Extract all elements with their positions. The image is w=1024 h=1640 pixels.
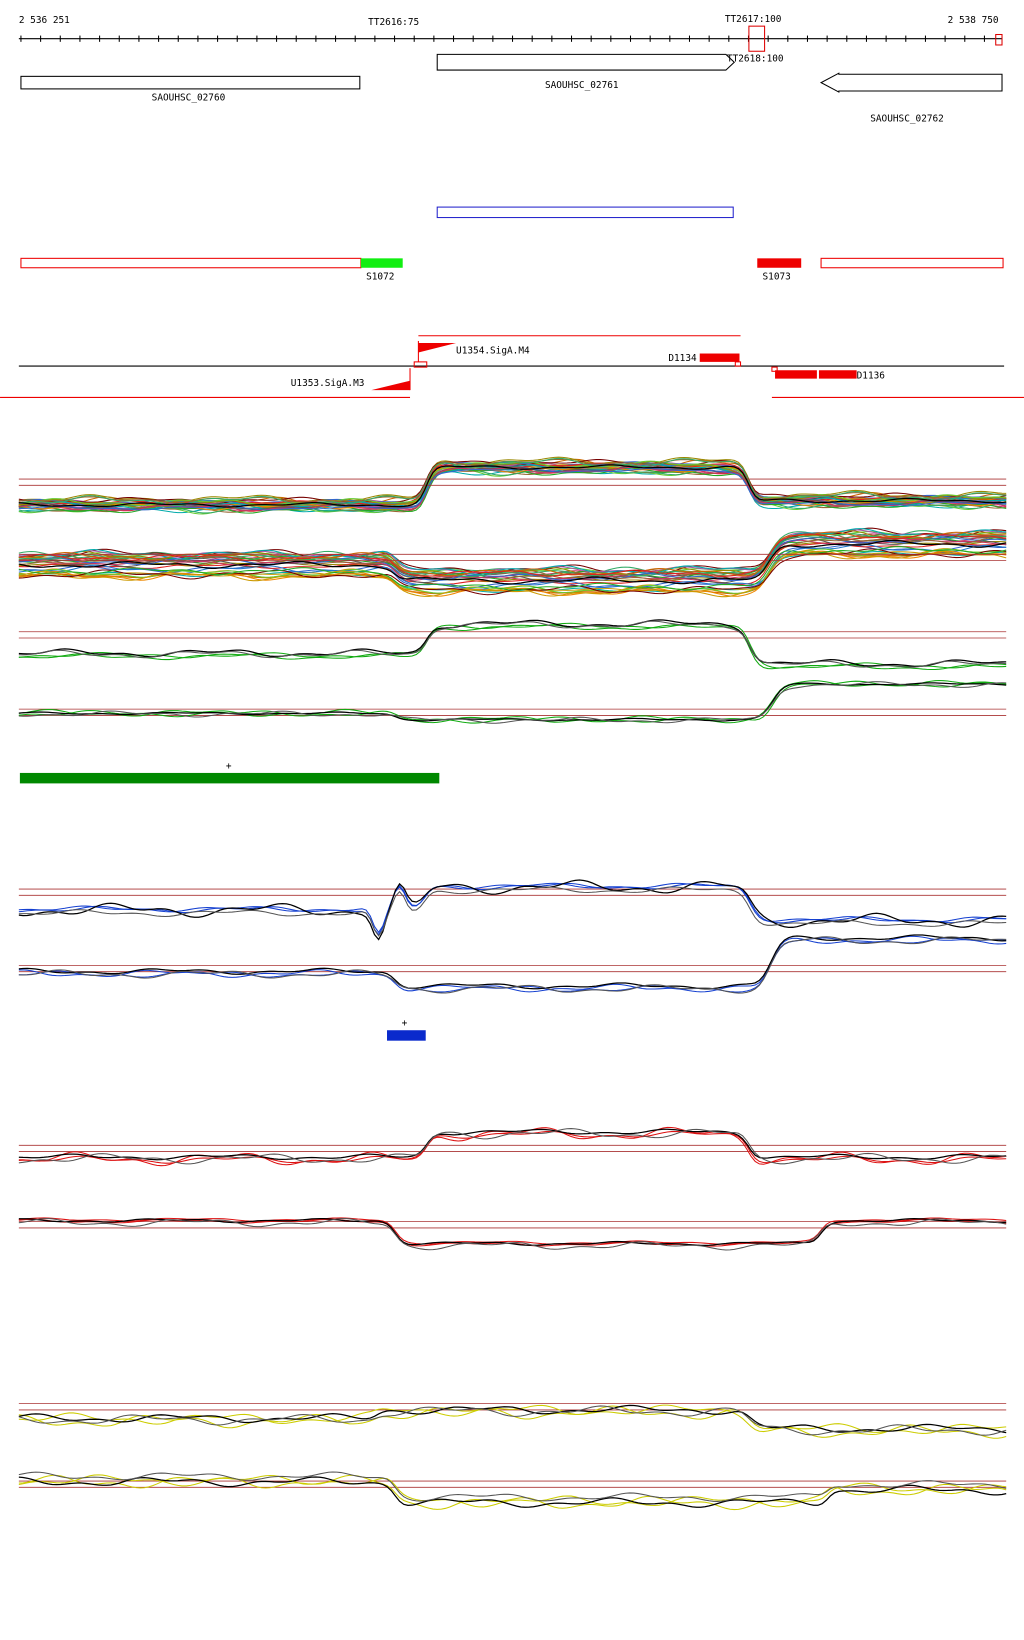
region-bar	[19, 772, 440, 784]
feature	[699, 353, 740, 362]
trace	[18, 460, 1007, 507]
gene-label: SAOUHSC_02761	[545, 80, 619, 91]
trace	[18, 546, 1007, 591]
trace	[18, 1128, 1007, 1165]
trace	[18, 464, 1007, 508]
trace	[18, 1218, 1007, 1247]
promoter	[418, 343, 457, 353]
segment	[436, 206, 734, 219]
region-bar	[387, 1030, 426, 1041]
gene	[819, 72, 1003, 93]
feature-box	[734, 361, 742, 367]
promoter	[371, 380, 411, 391]
feature-label: D1134	[668, 353, 697, 364]
trace	[18, 935, 1007, 993]
promoter-box	[413, 361, 428, 368]
feature-box	[771, 366, 778, 372]
trace	[18, 886, 1007, 937]
expression-traces	[18, 456, 1007, 1511]
segment	[820, 257, 1004, 269]
trace	[18, 548, 1007, 594]
segment	[360, 258, 403, 268]
terminator-box	[995, 33, 1003, 46]
marker: +	[226, 761, 232, 772]
trace	[18, 550, 1007, 597]
trace	[18, 1405, 1007, 1439]
terminator-box	[748, 25, 766, 52]
trace	[18, 1405, 1007, 1436]
trace	[18, 620, 1007, 668]
trace	[18, 528, 1007, 575]
trace	[18, 1217, 1007, 1251]
trace	[18, 538, 1007, 582]
trace	[18, 457, 1007, 507]
trace	[18, 882, 1007, 936]
trace	[18, 1474, 1007, 1511]
trace	[18, 468, 1007, 511]
ruler-start: 2 536 251	[19, 15, 70, 26]
feature-label: U1354.SigA.M4	[456, 346, 530, 357]
feature	[818, 370, 857, 379]
trace	[18, 936, 1007, 994]
trace	[18, 1471, 1007, 1502]
trace	[18, 1217, 1007, 1245]
segment	[20, 257, 362, 269]
trace	[18, 681, 1007, 724]
trace	[18, 533, 1007, 578]
feature	[775, 370, 817, 379]
trace	[18, 1404, 1007, 1434]
trace	[18, 1130, 1007, 1164]
trace	[18, 533, 1007, 578]
trace	[18, 550, 1007, 598]
trace	[18, 1128, 1007, 1161]
terminator-label: TT2618:100	[727, 54, 784, 65]
trace	[18, 622, 1007, 669]
feature-label: D1136	[857, 371, 886, 382]
segment-label: S1073	[762, 271, 790, 282]
terminator-label: TT2617:100	[725, 14, 782, 25]
trace	[18, 465, 1007, 510]
trace	[18, 882, 1007, 934]
segment-label: S1072	[366, 271, 394, 282]
gene	[436, 53, 736, 71]
gene-label: SAOUHSC_02760	[152, 92, 226, 103]
gene-label: SAOUHSC_02762	[870, 113, 944, 124]
segment	[757, 258, 802, 268]
trace	[18, 1217, 1007, 1247]
gene	[20, 75, 361, 90]
marker: +	[402, 1018, 408, 1029]
feature-label: U1353.SigA.M3	[291, 378, 365, 389]
terminator-label: TT2616:75	[368, 17, 419, 28]
trace	[18, 539, 1007, 585]
ruler-end: 2 538 750	[948, 15, 999, 26]
trace	[18, 1476, 1007, 1508]
